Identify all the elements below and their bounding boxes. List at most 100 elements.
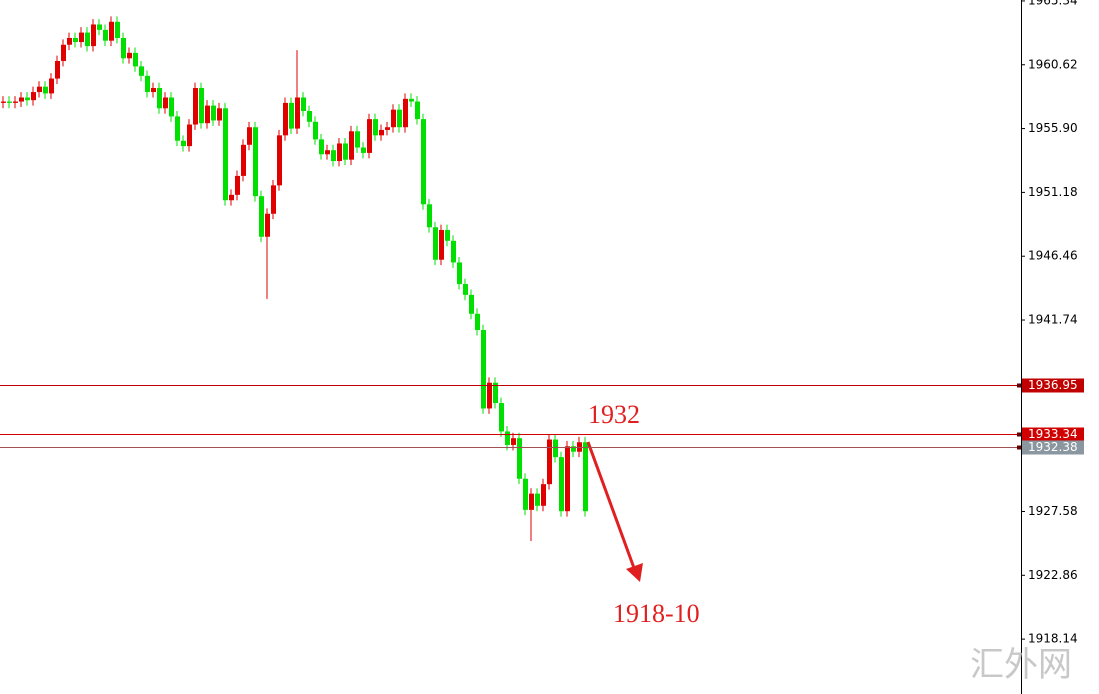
candle-body <box>307 111 312 122</box>
price-level-pin <box>1017 445 1021 450</box>
candle-body <box>457 262 462 285</box>
candle-body <box>73 37 78 43</box>
candle-body <box>25 97 30 101</box>
y-tick-label: 1955.90 <box>1028 121 1078 135</box>
candle-body <box>31 92 36 101</box>
candle-body <box>79 32 84 43</box>
candle-body <box>67 37 72 45</box>
candle-body <box>85 32 90 47</box>
candle-body <box>289 102 294 129</box>
arrow <box>586 441 636 569</box>
candle-body <box>1 101 6 103</box>
candle-body <box>169 97 174 117</box>
candle-body <box>367 119 372 153</box>
candle-body <box>325 150 330 155</box>
candle-body <box>499 403 504 432</box>
candle-body <box>379 129 384 136</box>
price-level-tag <box>1022 378 1084 393</box>
candle-body <box>259 196 264 237</box>
candle-body <box>49 78 54 94</box>
candle-body <box>415 101 420 120</box>
candle-body <box>175 116 180 141</box>
candle-body <box>373 119 378 136</box>
candle-body <box>547 439 552 485</box>
candle-body <box>109 21 114 41</box>
candle-body <box>505 431 510 445</box>
y-tick-label: 1941.74 <box>1028 313 1078 327</box>
candle-body <box>463 284 468 295</box>
candle-body <box>553 439 558 458</box>
candle-body <box>511 438 516 445</box>
candle-body <box>403 98 408 128</box>
candle-body <box>337 143 342 162</box>
price-level-label: 1936.95 <box>1028 378 1078 392</box>
candle-body <box>43 86 48 94</box>
candle-body <box>433 227 438 260</box>
candle-body <box>223 108 228 201</box>
candle-body <box>277 135 282 186</box>
candle-body <box>151 88 156 93</box>
y-tick-label: 1951.18 <box>1028 185 1078 199</box>
candle-body <box>127 52 132 59</box>
candle-body <box>61 44 66 61</box>
y-tick-label: 1927.58 <box>1028 504 1078 518</box>
candle-body <box>295 97 300 129</box>
candle-body <box>421 119 426 205</box>
watermark: 汇外网 <box>970 645 1072 685</box>
candle-body <box>493 382 498 404</box>
candle-body <box>541 484 546 506</box>
candle-body <box>115 21 120 38</box>
y-tick-label: 1946.46 <box>1028 249 1078 263</box>
candle-body <box>205 105 210 124</box>
candle-body <box>391 109 396 128</box>
candle-body <box>37 86 42 93</box>
candle-body <box>529 493 534 510</box>
candle-body <box>193 88 198 125</box>
candle-body <box>469 294 474 314</box>
candle-body <box>439 229 444 260</box>
candle-body <box>13 101 18 103</box>
candle-body <box>451 240 456 263</box>
candle-body <box>535 493 540 506</box>
candle-body <box>559 457 564 512</box>
candle-body <box>247 127 252 145</box>
candle-body <box>139 66 144 76</box>
candle-body <box>187 124 192 147</box>
candle-body <box>283 102 288 136</box>
y-tick-label: 1918.14 <box>1028 632 1078 646</box>
candle-body <box>577 442 582 452</box>
candle-body <box>445 229 450 241</box>
candle-body <box>349 131 354 160</box>
candle-body <box>121 37 126 59</box>
candle-body <box>103 29 108 41</box>
arrow-head <box>626 563 643 582</box>
candle-body <box>181 140 186 147</box>
price-level-pin <box>1017 383 1021 388</box>
candle-body <box>163 97 168 109</box>
y-tick-label: 1922.86 <box>1028 568 1078 582</box>
price-level-tag <box>1022 427 1084 442</box>
candle-body <box>235 175 240 195</box>
candle-body <box>583 442 588 512</box>
candle-body <box>253 127 258 197</box>
candle-body <box>385 127 390 130</box>
annotation: 1932 <box>588 400 640 429</box>
candle-body <box>145 75 150 93</box>
price-level-tag <box>1022 440 1084 455</box>
candle-body <box>265 213 270 237</box>
candle-body <box>409 98 414 102</box>
candle-body <box>55 60 60 79</box>
candle-body <box>397 109 402 128</box>
candle-body <box>355 131 360 148</box>
candle-body <box>199 88 204 124</box>
candle-body <box>301 97 306 112</box>
candle-body <box>19 97 24 102</box>
candle-body <box>313 121 318 140</box>
candle-body <box>487 382 492 409</box>
candle-body <box>571 446 576 452</box>
candle-body <box>97 24 102 30</box>
candle-body <box>481 330 486 409</box>
candle-body <box>361 147 366 153</box>
candle-body <box>475 313 480 331</box>
